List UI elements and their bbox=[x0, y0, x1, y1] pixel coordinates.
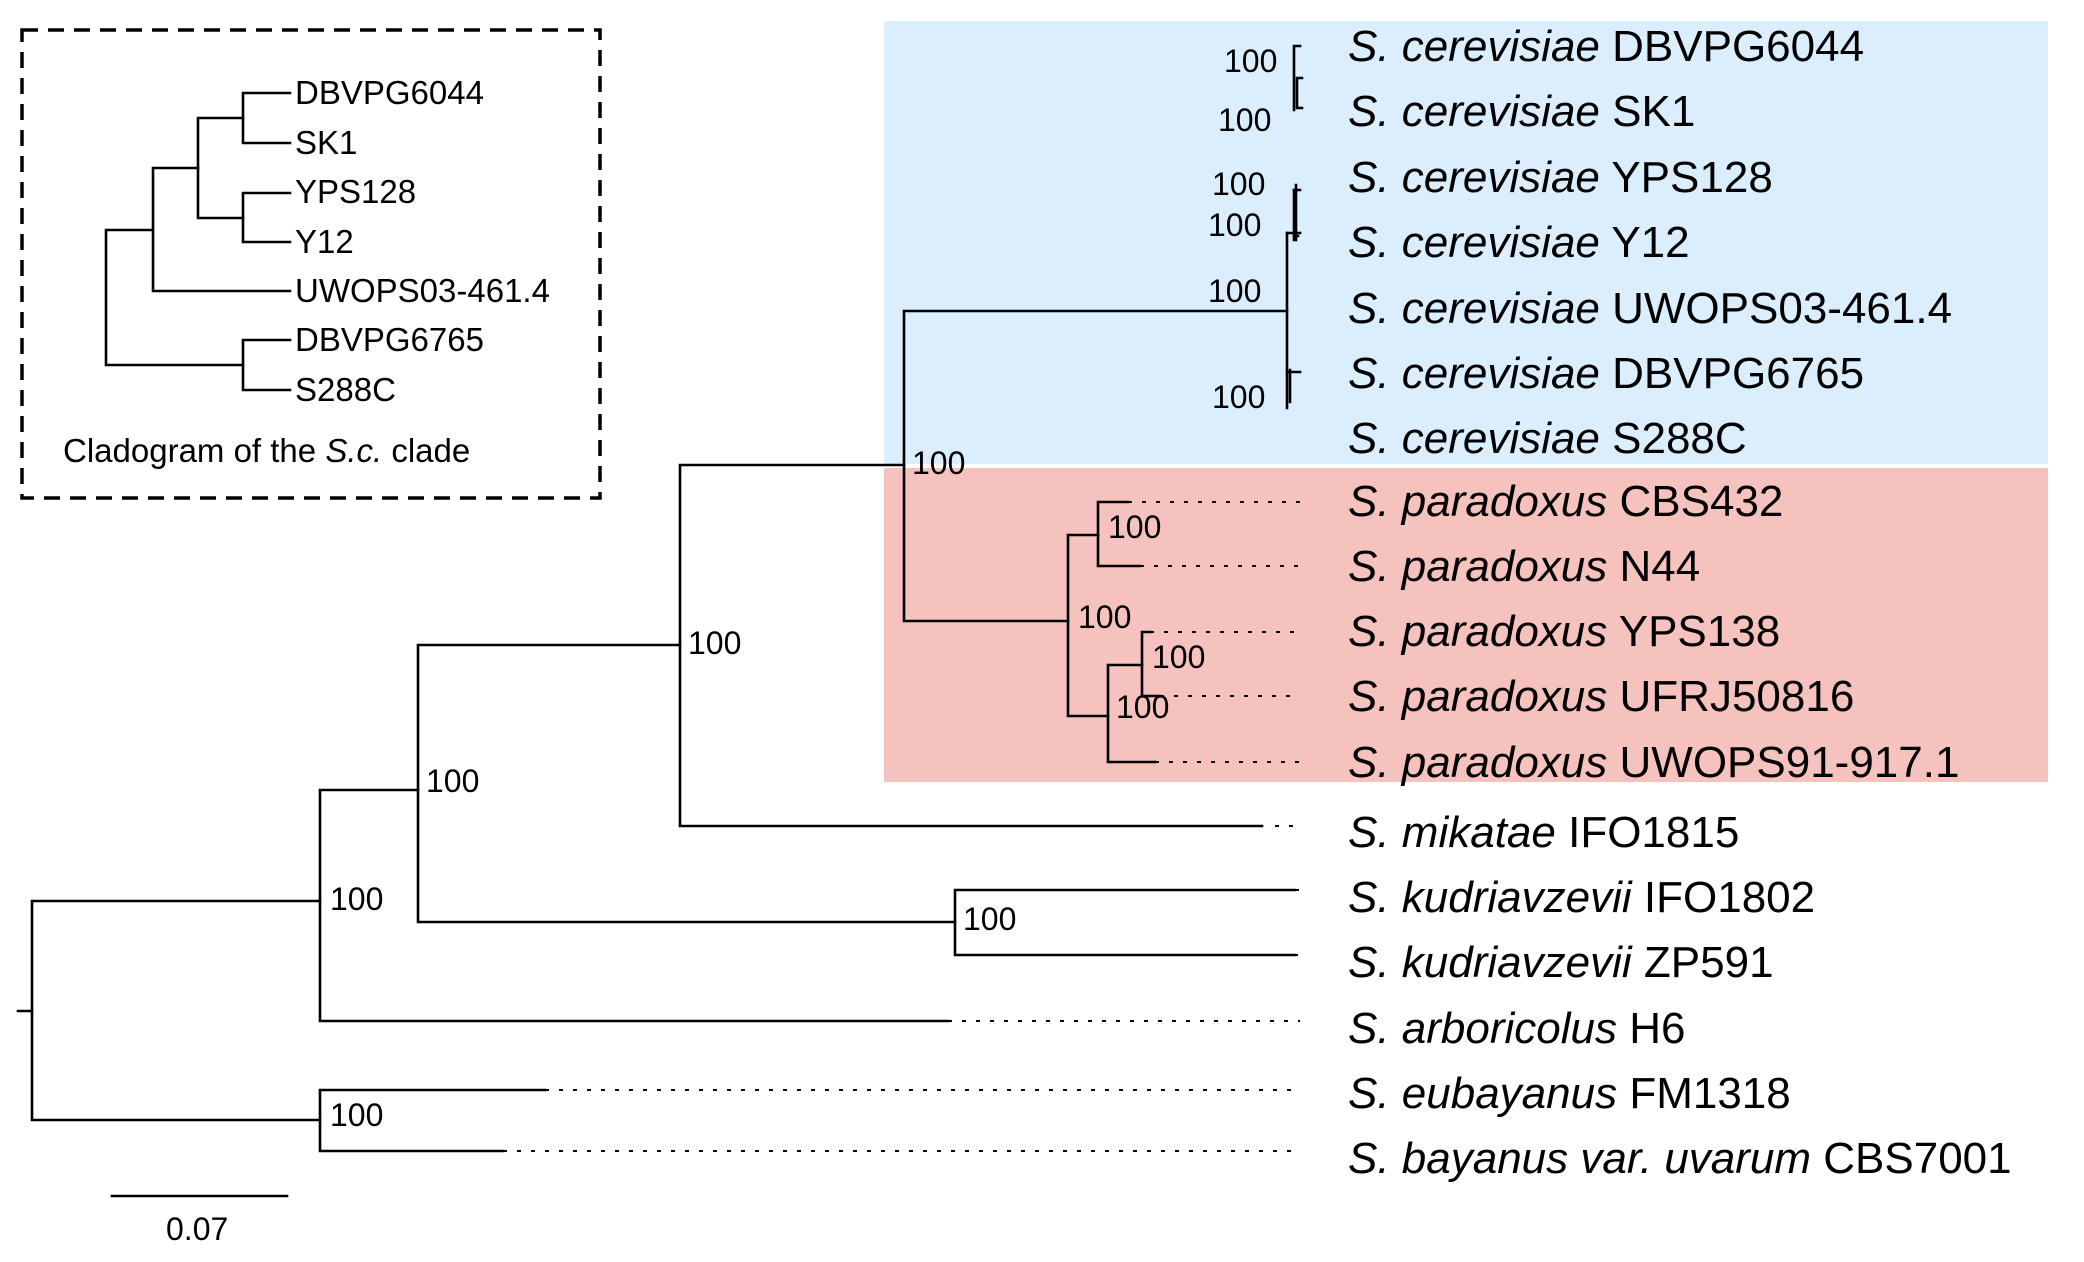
support-kud-node: 100 bbox=[426, 763, 479, 799]
taxon-labels: S. cerevisiae DBVPG6044 S. cerevisiae SK… bbox=[1348, 22, 2012, 1183]
taxon-label: S. paradoxus UFRJ50816 bbox=[1348, 672, 1854, 721]
inset-border bbox=[20, 28, 602, 500]
support-mik: 100 bbox=[688, 625, 741, 661]
inset-leaf-sk1: SK1 bbox=[295, 124, 357, 161]
support-cer-3: 100 bbox=[1212, 166, 1265, 202]
inset-cladogram: DBVPG6044 SK1 YPS128 Y12 UWOPS03-461.4 D… bbox=[20, 28, 602, 500]
taxon-label: S. cerevisiae UWOPS03-461.4 bbox=[1348, 284, 1952, 333]
inset-leaf-yps128: YPS128 bbox=[295, 173, 416, 210]
inset-caption: Cladogram of the S.c. clade bbox=[63, 432, 470, 469]
taxon-label: S. paradoxus N44 bbox=[1348, 542, 1700, 591]
support-cer-2: 100 bbox=[1218, 102, 1271, 138]
cerevisiae-clade-highlight bbox=[884, 21, 2048, 464]
taxon-label: S. cerevisiae Y12 bbox=[1348, 218, 1690, 267]
scale-bar: 0.07 bbox=[110, 1194, 289, 1247]
taxon-label: S. mikatae IFO1815 bbox=[1348, 808, 1739, 857]
taxon-label: S. paradoxus UWOPS91-917.1 bbox=[1348, 738, 1959, 787]
support-par-c: 100 bbox=[1152, 639, 1205, 675]
support-par-d: 100 bbox=[1116, 689, 1169, 725]
taxon-label: S. bayanus var. uvarum CBS7001 bbox=[1348, 1134, 2012, 1183]
support-values: 100 100 100 100 100 100 100 100 100 100 … bbox=[330, 43, 1277, 1133]
taxon-label: S. cerevisiae DBVPG6765 bbox=[1348, 349, 1864, 398]
taxon-label: S. cerevisiae YPS128 bbox=[1348, 153, 1773, 202]
support-cer-par: 100 bbox=[912, 445, 965, 481]
inset-branches bbox=[104, 91, 292, 392]
tree-branches bbox=[16, 44, 1304, 1153]
support-arb: 100 bbox=[330, 881, 383, 917]
taxon-label: S. kudriavzevii IFO1802 bbox=[1348, 873, 1815, 922]
support-par-a: 100 bbox=[1108, 509, 1161, 545]
taxon-label: S. cerevisiae DBVPG6044 bbox=[1348, 22, 1864, 71]
paradoxus-clade-highlight bbox=[884, 468, 2048, 782]
scale-bar-label: 0.07 bbox=[166, 1211, 228, 1247]
support-cer-1: 100 bbox=[1224, 43, 1277, 79]
taxon-label: S. paradoxus CBS432 bbox=[1348, 477, 1783, 526]
taxon-label: S. cerevisiae SK1 bbox=[1348, 87, 1695, 136]
support-kud: 100 bbox=[963, 901, 1016, 937]
support-cer-5: 100 bbox=[1208, 273, 1261, 309]
support-par-b: 100 bbox=[1078, 599, 1131, 635]
support-eub: 100 bbox=[330, 1097, 383, 1133]
taxon-label: S. kudriavzevii ZP591 bbox=[1348, 938, 1774, 987]
inset-leaf-dbvpg6044: DBVPG6044 bbox=[295, 74, 484, 111]
taxon-label: S. cerevisiae S288C bbox=[1348, 414, 1747, 463]
inset-leaf-uwops03: UWOPS03-461.4 bbox=[295, 272, 550, 309]
support-cer-6: 100 bbox=[1212, 379, 1265, 415]
taxon-label: S. paradoxus YPS138 bbox=[1348, 607, 1780, 656]
taxon-label: S. eubayanus FM1318 bbox=[1348, 1069, 1791, 1118]
support-cer-4: 100 bbox=[1208, 207, 1261, 243]
inset-leaf-dbvpg6765: DBVPG6765 bbox=[295, 321, 484, 358]
inset-leaf-y12: Y12 bbox=[295, 223, 354, 260]
taxon-label: S. arboricolus H6 bbox=[1348, 1004, 1686, 1053]
dotted-leaders bbox=[503, 501, 1300, 1152]
inset-leaf-s288c: S288C bbox=[295, 371, 396, 408]
